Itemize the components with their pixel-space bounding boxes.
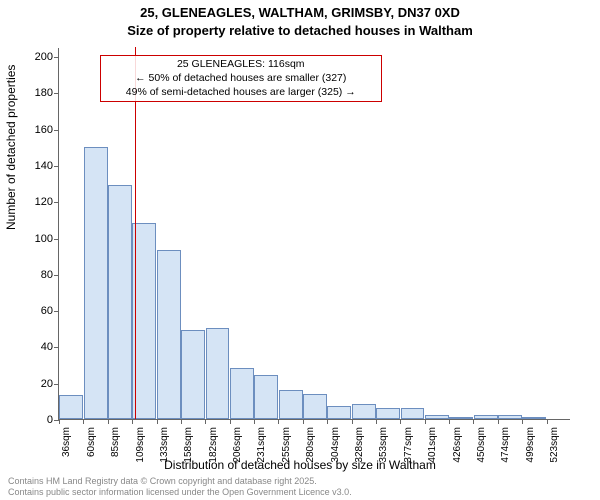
- x-axis-label: Distribution of detached houses by size …: [0, 458, 600, 472]
- x-tick-mark: [205, 419, 206, 424]
- x-tick-label: 85sqm: [110, 427, 121, 457]
- y-tick-mark: [54, 130, 59, 131]
- histogram-bar: [303, 394, 327, 419]
- x-tick-mark: [498, 419, 499, 424]
- y-tick-label: 120: [23, 196, 53, 208]
- x-tick-mark: [522, 419, 523, 424]
- chart-title-block: 25, GLENEAGLES, WALTHAM, GRIMSBY, DN37 0…: [0, 0, 600, 39]
- y-tick-mark: [54, 166, 59, 167]
- footer-line-1: Contains HM Land Registry data © Crown c…: [8, 476, 352, 487]
- histogram-bar: [474, 415, 498, 419]
- property-marker-line: [135, 47, 136, 419]
- x-tick-mark: [303, 419, 304, 424]
- y-tick-label: 20: [23, 378, 53, 390]
- annotation-box: 25 GLENEAGLES: 116sqm← 50% of detached h…: [100, 55, 382, 102]
- y-tick-mark: [54, 311, 59, 312]
- x-tick-mark: [59, 419, 60, 424]
- histogram-bar: [181, 330, 205, 419]
- y-tick-mark: [54, 384, 59, 385]
- x-tick-mark: [449, 419, 450, 424]
- histogram-bar: [449, 417, 473, 419]
- x-tick-mark: [157, 419, 158, 424]
- annotation-line: ← 50% of detached houses are smaller (32…: [107, 72, 375, 86]
- histogram-bar: [254, 375, 278, 419]
- x-tick-mark: [83, 419, 84, 424]
- histogram-bar: [498, 415, 522, 419]
- y-tick-mark: [54, 57, 59, 58]
- histogram-bar: [84, 147, 108, 419]
- x-tick-mark: [181, 419, 182, 424]
- x-tick-label: 36sqm: [61, 427, 72, 457]
- y-tick-mark: [54, 202, 59, 203]
- y-tick-label: 200: [23, 51, 53, 63]
- y-axis-label: Number of detached properties: [4, 65, 18, 230]
- x-tick-mark: [230, 419, 231, 424]
- y-tick-mark: [54, 347, 59, 348]
- x-tick-mark: [425, 419, 426, 424]
- y-tick-label: 100: [23, 233, 53, 245]
- histogram-bar: [206, 328, 230, 419]
- histogram-bar: [279, 390, 303, 419]
- chart-plot-area: 02040608010012014016018020036sqm60sqm85s…: [58, 48, 570, 420]
- histogram-bar: [401, 408, 425, 419]
- histogram-bar: [132, 223, 156, 419]
- x-tick-mark: [400, 419, 401, 424]
- x-tick-label: 60sqm: [86, 427, 97, 457]
- annotation-line: 25 GLENEAGLES: 116sqm: [107, 58, 375, 72]
- x-tick-mark: [108, 419, 109, 424]
- histogram-bar: [327, 406, 351, 419]
- y-tick-label: 160: [23, 124, 53, 136]
- histogram-bar: [522, 417, 546, 419]
- histogram-bar: [425, 415, 449, 419]
- annotation-line: 49% of semi-detached houses are larger (…: [107, 86, 375, 100]
- histogram-bar: [230, 368, 254, 419]
- y-tick-label: 140: [23, 160, 53, 172]
- histogram-bar: [376, 408, 400, 419]
- footer-line-2: Contains public sector information licen…: [8, 487, 352, 498]
- y-tick-mark: [54, 93, 59, 94]
- histogram-bar: [108, 185, 132, 419]
- chart-subtitle: Size of property relative to detached ho…: [0, 22, 600, 40]
- x-tick-mark: [473, 419, 474, 424]
- footer-attribution: Contains HM Land Registry data © Crown c…: [8, 476, 352, 498]
- x-tick-mark: [278, 419, 279, 424]
- x-tick-mark: [327, 419, 328, 424]
- y-tick-label: 80: [23, 269, 53, 281]
- y-tick-mark: [54, 239, 59, 240]
- y-tick-label: 180: [23, 87, 53, 99]
- y-tick-label: 60: [23, 305, 53, 317]
- y-tick-label: 0: [23, 414, 53, 426]
- x-tick-mark: [352, 419, 353, 424]
- x-tick-mark: [254, 419, 255, 424]
- y-tick-label: 40: [23, 341, 53, 353]
- x-tick-mark: [132, 419, 133, 424]
- histogram-bar: [352, 404, 376, 419]
- chart-title: 25, GLENEAGLES, WALTHAM, GRIMSBY, DN37 0…: [0, 4, 600, 22]
- y-tick-mark: [54, 275, 59, 276]
- histogram-bar: [157, 250, 181, 419]
- histogram-bar: [59, 395, 83, 419]
- x-tick-mark: [547, 419, 548, 424]
- x-tick-mark: [376, 419, 377, 424]
